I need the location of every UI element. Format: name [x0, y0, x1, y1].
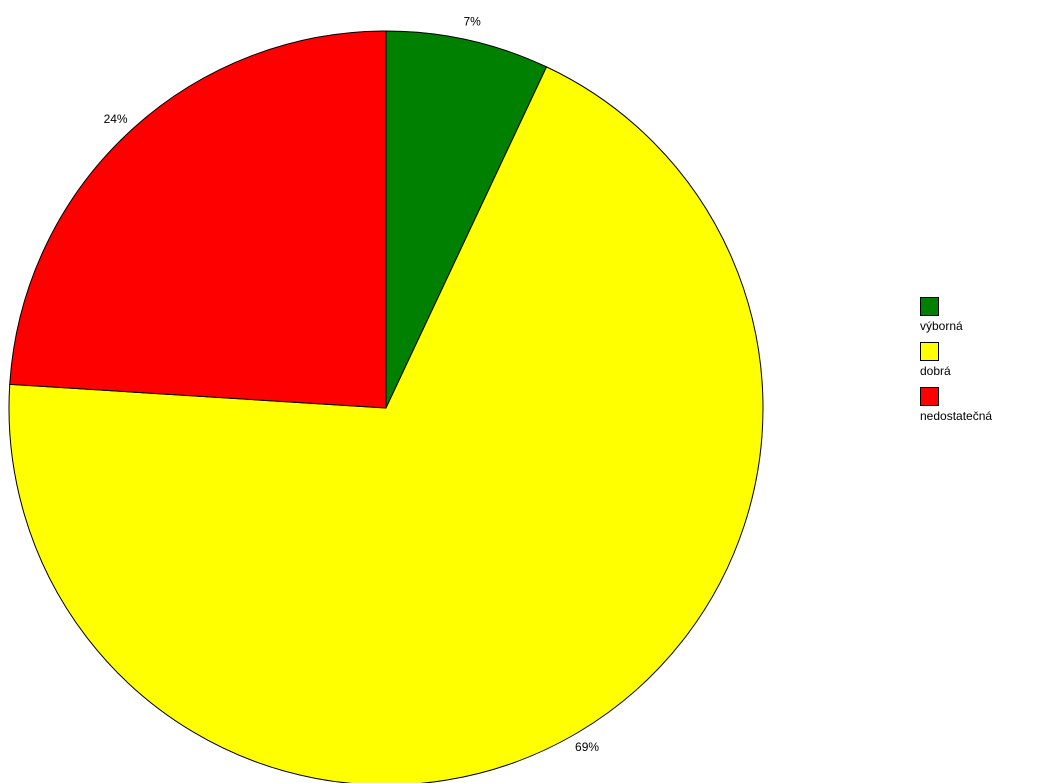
legend-label-vyborna: výborná [920, 319, 963, 333]
legend-label-dobra: dobrá [920, 364, 951, 378]
pie-slice-nedostatecna [9, 30, 387, 409]
pie-data-labels: 7% 69% 24% [104, 15, 600, 754]
legend-item-dobra: dobrá [920, 342, 1040, 387]
legend-swatch-nedostatecna [920, 387, 939, 406]
data-label-nedostatecna: 24% [104, 112, 128, 126]
legend-label-nedostatecna: nedostatečná [920, 409, 993, 423]
legend-swatch-dobra [920, 342, 939, 361]
legend: výborná dobrá nedostatečná [920, 297, 1040, 432]
data-label-vyborna: 7% [463, 15, 481, 29]
data-label-dobra: 69% [575, 740, 599, 754]
legend-swatch-vyborna [920, 297, 939, 316]
pie-slices [8, 30, 764, 783]
legend-item-vyborna: výborná [920, 297, 1040, 342]
pie-slice-dobra [8, 66, 764, 783]
pie-slice-vyborna [385, 30, 548, 409]
legend-item-nedostatecna: nedostatečná [920, 387, 1040, 432]
